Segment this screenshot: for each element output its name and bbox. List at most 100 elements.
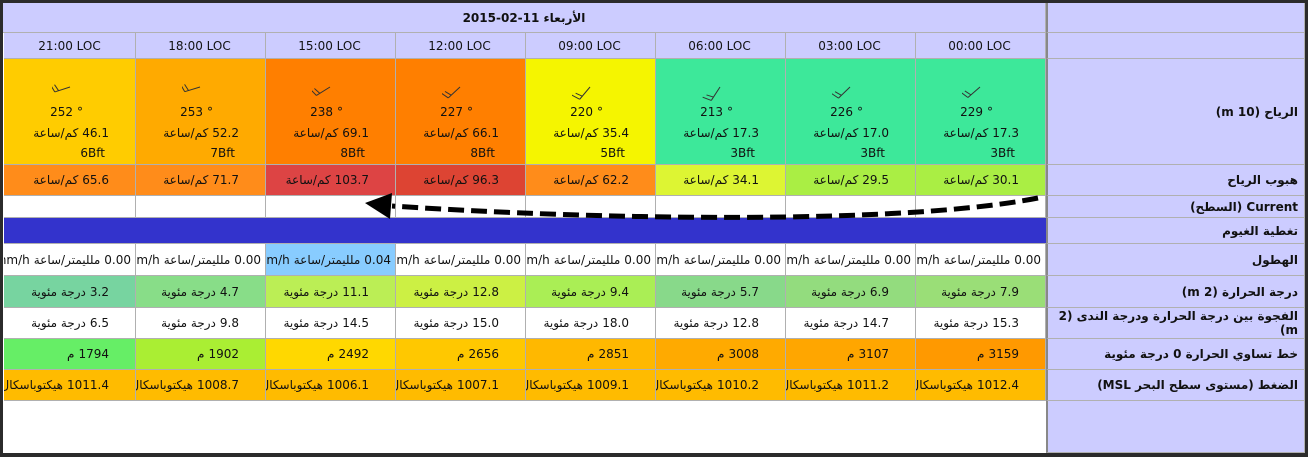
wind-direction: 227 ° <box>436 105 473 119</box>
pressure-cell: 1012.4 هيكتوباسكال <box>914 370 1046 401</box>
unit: هيكتوباسكال <box>4 378 63 392</box>
gust-label: هبوب الرياح <box>1046 165 1305 196</box>
unit: ملليمتر/ساعة <box>813 252 881 267</box>
value: 0.04 <box>364 252 391 267</box>
wind-direction: 213 ° <box>696 105 733 119</box>
wind-direction: 238 ° <box>306 105 343 119</box>
wind-barb <box>312 86 331 96</box>
value: 3.2 <box>89 284 109 299</box>
gust-cell: 29.5 كم/ساعة <box>784 165 916 196</box>
precipitation-label: الهطول <box>1046 244 1305 276</box>
time-cell: 18:00 LOC <box>134 33 266 59</box>
time-label: 21:00 LOC <box>38 38 101 53</box>
value: 46.1 <box>82 126 109 140</box>
barb-feather <box>706 94 714 98</box>
value: 3008 <box>728 347 759 361</box>
pressure-cell: 1008.7 هيكتوباسكال <box>134 370 266 401</box>
value: 14.5 <box>342 316 369 330</box>
gust-cell: 103.7 كم/ساعة <box>264 165 396 196</box>
value: 34.1 <box>732 173 759 187</box>
time-label: 12:00 LOC <box>428 38 491 53</box>
value: 238 <box>310 105 333 119</box>
unit: mm/h <box>654 252 680 267</box>
value: 12.8 <box>732 316 759 330</box>
unit: ملليمتر/ساعة <box>553 252 621 267</box>
empty-cell <box>134 401 266 453</box>
cloud-cell <box>134 218 266 244</box>
value: 6.5 <box>89 316 109 330</box>
value: 17.0 <box>862 126 889 140</box>
freezing-level-cell: 3159 م <box>914 339 1046 370</box>
forecast-table: الأربعاء 11-02-2015 00:00 LOC 03:00 LOC 06… <box>3 3 1305 453</box>
wind-cell: 253 ° 52.2كم/ساعة 7Bft <box>134 59 266 165</box>
unit: كم/ساعة <box>813 126 859 140</box>
value: 9.8 <box>219 316 239 330</box>
empty-label <box>1046 401 1305 453</box>
empty-cell <box>264 401 396 453</box>
value: 2851 <box>598 347 629 361</box>
unit: درجة مئوية <box>673 316 729 330</box>
barb-group <box>962 86 981 98</box>
row-label: خط تساوي الحرارة 0 درجة مئوية <box>1104 347 1298 361</box>
row-label: Current (السطح) <box>1190 199 1298 214</box>
value: 5Bft <box>600 146 625 160</box>
value: 0.00 <box>884 252 911 267</box>
unit: mm/h <box>524 252 550 267</box>
time-label: 03:00 LOC <box>818 38 881 53</box>
value: 252 <box>50 105 73 119</box>
unit: درجة مئوية <box>283 316 339 330</box>
unit: ° <box>467 105 473 119</box>
barb-group <box>442 86 461 99</box>
wind-speed: 17.3كم/ساعة <box>679 126 759 140</box>
gust-cell: 34.1 كم/ساعة <box>654 165 786 196</box>
date-header: الأربعاء 11-02-2015 <box>3 3 1046 33</box>
time-cell: 15:00 LOC <box>264 33 396 59</box>
unit: ° <box>207 105 213 119</box>
value: 6Bft <box>80 146 105 160</box>
value: 1011.2 <box>847 378 889 392</box>
value: 220 <box>570 105 593 119</box>
value: 213 <box>700 105 723 119</box>
value: 1012.4 <box>977 378 1019 392</box>
value: 229 <box>960 105 983 119</box>
time-cell: 12:00 LOC <box>394 33 526 59</box>
pressure-label: الضغط (مستوى سطح البحر MSL) <box>1046 370 1305 401</box>
wind-direction: 220 ° <box>566 105 603 119</box>
value: 5.7 <box>739 284 759 299</box>
wind-barb <box>52 83 71 93</box>
value: 30.1 <box>992 173 1019 187</box>
unit: م <box>587 347 595 361</box>
unit: كم/ساعة <box>943 173 989 187</box>
value: 71.7 <box>212 173 239 187</box>
beaufort: 8Bft <box>336 146 365 160</box>
cloud-cell <box>914 218 1046 244</box>
unit: ملليمتر/ساعة <box>683 252 751 267</box>
unit: درجة مئوية <box>811 284 866 299</box>
unit: ° <box>337 105 343 119</box>
wind-cell: 220 ° 35.4كم/ساعة 5Bft <box>524 59 656 165</box>
label-header <box>1046 3 1305 33</box>
barb-group <box>832 86 851 99</box>
cloud-cell <box>394 218 526 244</box>
dew-spread-label: الفجوة بين درجة الحرارة ودرجة الندى (2 m… <box>1046 308 1305 339</box>
pressure-cell: 1007.1 هيكتوباسكال <box>394 370 526 401</box>
time-label: 15:00 LOC <box>298 38 361 53</box>
unit: درجة مئوية <box>31 284 86 299</box>
beaufort: 5Bft <box>596 146 625 160</box>
unit: م <box>717 347 725 361</box>
current-cell <box>134 196 266 218</box>
value: 52.2 <box>212 126 239 140</box>
value: 0.00 <box>494 252 521 267</box>
unit: هيكتوباسكال <box>134 378 193 392</box>
temperature-cell: 9.4 درجة مئوية <box>524 276 656 308</box>
value: 17.3 <box>992 126 1019 140</box>
unit: كم/ساعة <box>553 173 599 187</box>
value: 9.4 <box>609 284 629 299</box>
value: 96.3 <box>472 173 499 187</box>
freezing-level-cell: 3008 م <box>654 339 786 370</box>
barb-group <box>52 83 71 93</box>
unit: درجة مئوية <box>543 316 599 330</box>
